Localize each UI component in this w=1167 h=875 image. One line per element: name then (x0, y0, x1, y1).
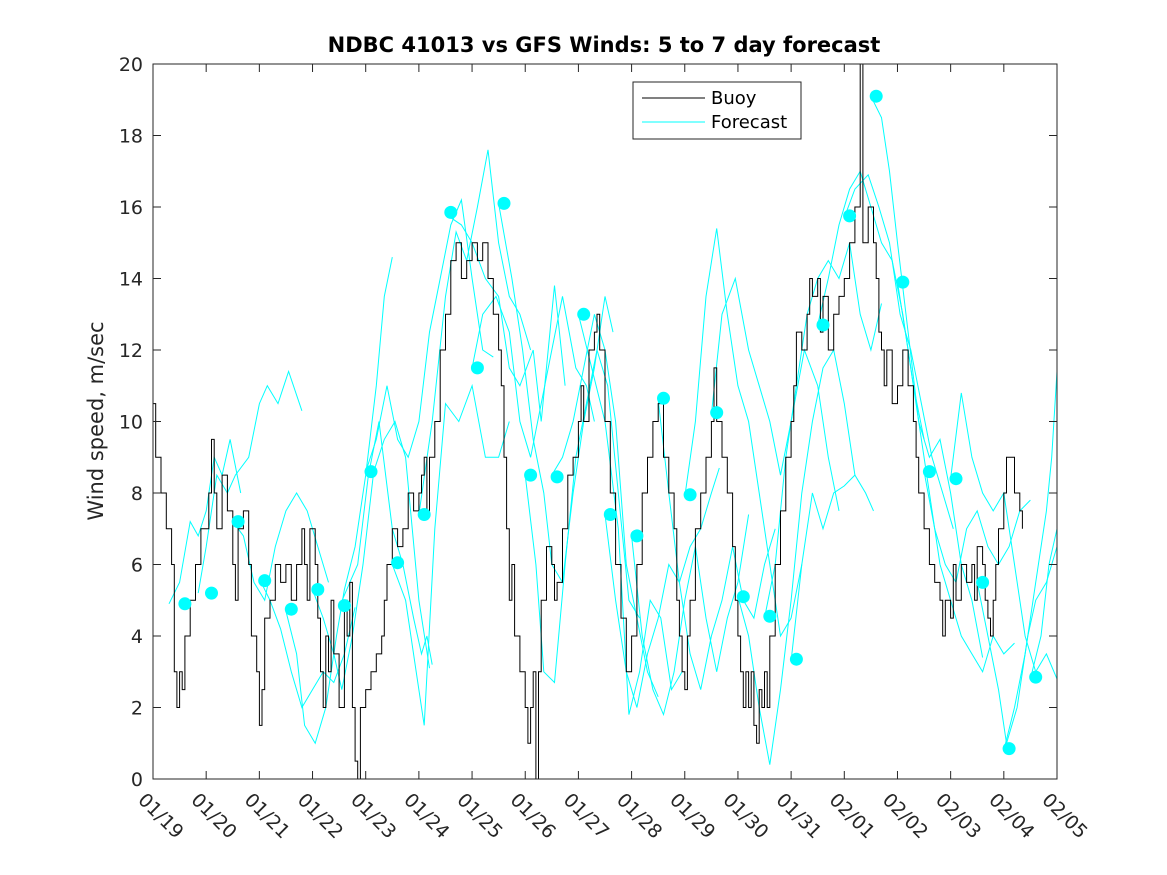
forecast-marker-32 (1002, 742, 1016, 756)
legend-buoy-label: Buoy (711, 88, 757, 109)
forecast-run-line-6 (312, 420, 430, 690)
forecast-marker-13 (497, 196, 511, 210)
forecast-run-line-31 (976, 546, 1058, 744)
forecast-run-line-2 (197, 369, 303, 594)
y-tick-label-18: 18 (119, 126, 143, 148)
forecast-run-line-29 (923, 471, 1031, 584)
forecast-markers (178, 89, 1043, 756)
forecast-marker-17 (603, 508, 617, 521)
buoy-line (153, 63, 1023, 780)
forecast-run-line-10 (418, 149, 532, 515)
legend-box (632, 81, 802, 140)
forecast-marker-33 (1029, 670, 1043, 684)
forecast-marker-24 (789, 652, 803, 666)
forecast-marker-25 (816, 318, 830, 332)
forecast-run-line-33 (1029, 528, 1058, 680)
y-tick-label-12: 12 (119, 340, 143, 362)
chart-title: NDBC 41013 vs GFS Winds: 5 to 7 day fore… (328, 33, 881, 57)
forecast-marker-10 (417, 508, 431, 521)
forecast-marker-21 (710, 406, 724, 420)
forecast-marker-6 (311, 583, 325, 596)
forecast-marker-11 (444, 205, 458, 219)
forecast-marker-20 (683, 488, 697, 502)
forecast-run-line-20 (684, 228, 803, 638)
forecast-run-line-24 (790, 474, 874, 662)
forecast-run-line-9 (391, 383, 510, 726)
forecast-marker-31 (976, 575, 990, 589)
forecast-marker-7 (337, 599, 351, 613)
forecast-marker-22 (736, 590, 750, 604)
legend: Buoy Forecast (632, 81, 802, 140)
forecast-marker-12 (470, 361, 484, 375)
y-tick-label-14: 14 (119, 269, 143, 291)
forecast-run-line-5 (285, 257, 393, 745)
y-tick-label-16: 16 (119, 197, 143, 219)
forecast-marker-16 (577, 307, 591, 321)
forecast-run-line-19 (657, 399, 776, 690)
forecast-run-line-26 (843, 173, 954, 529)
y-tick-label-20: 20 (119, 54, 143, 76)
forecast-marker-8 (364, 465, 378, 479)
forecast-run-line-27 (870, 95, 984, 658)
y-tick-label-6: 6 (131, 555, 143, 577)
forecast-marker-23 (763, 609, 777, 623)
forecast-run-line-16 (577, 314, 683, 715)
forecast-marker-5 (284, 602, 298, 616)
legend-forecast-label: Forecast (711, 112, 787, 133)
forecast-run-line-18 (631, 514, 750, 717)
forecast-marker-28 (896, 275, 910, 289)
forecast-run-line-17 (604, 467, 720, 708)
forecast-marker-3 (231, 515, 245, 529)
y-tick-label-10: 10 (119, 412, 143, 434)
forecast-marker-1 (178, 597, 192, 611)
forecast-marker-2 (205, 586, 218, 600)
forecast-run-line-11 (445, 213, 566, 422)
buoy-line-group (153, 63, 1023, 780)
forecast-run-line-22 (737, 348, 856, 765)
y-axis-ticks: 0 2 4 6 8 10 12 14 16 18 20 (119, 54, 1057, 791)
forecast-marker-15 (550, 470, 564, 484)
forecast-run-line-14 (524, 349, 641, 684)
y-axis-label: Wind speed, m/sec (84, 321, 108, 520)
forecast-marker-18 (630, 529, 644, 543)
forecast-run-line-8 (365, 198, 494, 472)
forecast-run-line-21 (710, 276, 840, 511)
forecast-run-line-28 (897, 282, 1015, 674)
y-tick-label-2: 2 (131, 698, 143, 720)
forecast-marker-29 (922, 465, 936, 479)
forecast-marker-9 (391, 556, 405, 570)
forecast-marker-14 (524, 468, 538, 482)
y-tick-label-4: 4 (131, 626, 143, 648)
forecast-marker-4 (258, 574, 272, 588)
forecast-marker-26 (843, 209, 857, 223)
forecast-marker-19 (657, 391, 670, 405)
y-tick-label-0: 0 (131, 769, 143, 791)
forecast-run-line-32 (1003, 371, 1058, 751)
y-tick-label-8: 8 (131, 483, 143, 505)
forecast-marker-27 (869, 89, 883, 103)
forecast-marker-30 (949, 472, 963, 486)
forecast-run-line-23 (764, 242, 882, 619)
forecast-run-line-1 (168, 439, 242, 605)
